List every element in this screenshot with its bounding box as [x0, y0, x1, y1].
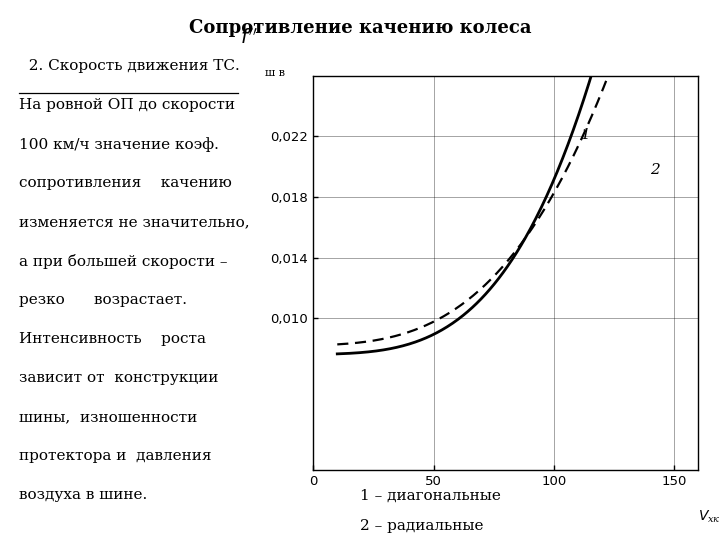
Text: 2 – радиальные: 2 – радиальные — [360, 519, 484, 534]
Text: а при большей скорости –: а при большей скорости – — [19, 254, 228, 269]
Text: Интенсивность    роста: Интенсивность роста — [19, 332, 206, 346]
Text: 2: 2 — [650, 163, 660, 177]
Text: ш в: ш в — [265, 68, 285, 78]
Text: зависит от  конструкции: зависит от конструкции — [19, 371, 218, 385]
Text: протектора и  давления: протектора и давления — [19, 449, 211, 463]
Text: воздуха в шине.: воздуха в шине. — [19, 488, 147, 502]
Text: резко      возрастает.: резко возрастает. — [19, 293, 186, 307]
Text: шины,  изношенности: шины, изношенности — [19, 410, 197, 424]
Text: 2. Скорость движения ТС.: 2. Скорость движения ТС. — [19, 59, 240, 73]
Text: сопротивления    качению: сопротивления качению — [19, 176, 231, 190]
Text: изменяется не значительно,: изменяется не значительно, — [19, 215, 249, 229]
Text: 100 км/ч значение коэф.: 100 км/ч значение коэф. — [19, 137, 219, 152]
Text: $V_{\mathregular{хк}}$, км/ч: $V_{\mathregular{хк}}$, км/ч — [698, 507, 720, 525]
Text: Сопротивление качению колеса: Сопротивление качению колеса — [189, 19, 531, 37]
Text: $f''$: $f''$ — [240, 28, 258, 48]
Text: 1: 1 — [581, 127, 590, 141]
Text: На ровной ОП до скорости: На ровной ОП до скорости — [19, 98, 235, 112]
Text: 1 – диагональные: 1 – диагональные — [360, 489, 501, 503]
